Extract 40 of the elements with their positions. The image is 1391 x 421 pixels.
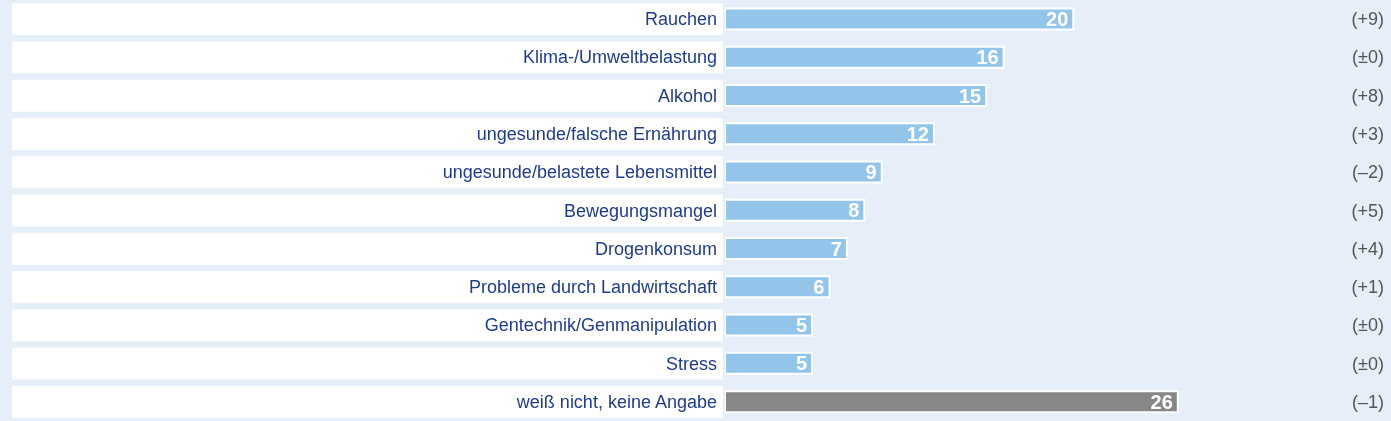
- y-tick-label: Alkohol: [657, 85, 717, 106]
- text: (–2): [1351, 162, 1384, 183]
- data-label: 16: [976, 46, 999, 69]
- y-tick-label: Gentechnik/Genmanipulation: [484, 315, 717, 336]
- text: (+1): [1351, 277, 1384, 298]
- y-tick-label: Probleme durch Landwirtschaft: [468, 277, 717, 298]
- text: (–1): [1351, 391, 1384, 412]
- bar: [725, 275, 831, 299]
- y-tick-label: Rauchen: [644, 9, 717, 30]
- data-label: 26: [1150, 390, 1173, 413]
- y-tick-label: Drogenkonsum: [594, 238, 717, 259]
- y-tick-label: Klima-/Umweltbelastung: [522, 47, 717, 68]
- text: (±0): [1352, 353, 1384, 374]
- text: (±0): [1352, 315, 1384, 336]
- bar: [725, 122, 935, 146]
- data-label: 5: [795, 314, 808, 337]
- bar: [725, 351, 814, 375]
- bar: [725, 237, 848, 261]
- y-tick-label: ungesunde/falsche Ernährung: [476, 123, 717, 144]
- data-label: 7: [830, 237, 842, 260]
- y-tick-label: Stress: [665, 353, 717, 374]
- data-label: 15: [958, 84, 982, 107]
- text: (±0): [1352, 47, 1384, 68]
- text: (+3): [1351, 123, 1384, 144]
- text: (+5): [1351, 200, 1384, 221]
- bar: [725, 313, 814, 337]
- y-tick-label: weiß nicht, keine Angabe: [515, 391, 717, 412]
- text: (+4): [1351, 238, 1384, 259]
- text: (+8): [1351, 85, 1384, 106]
- data-label: 12: [906, 122, 929, 145]
- data-label: 20: [1046, 8, 1069, 31]
- data-label: 9: [865, 161, 877, 184]
- data-label: 8: [848, 199, 860, 222]
- text: (+9): [1351, 9, 1384, 30]
- data-label: 5: [795, 352, 808, 375]
- data-label: 6: [813, 275, 825, 298]
- bar: [725, 198, 866, 222]
- y-tick-label: Bewegungsmangel: [563, 200, 717, 221]
- y-tick-label: ungesunde/belastete Lebensmittel: [442, 162, 717, 183]
- bar: [725, 160, 883, 184]
